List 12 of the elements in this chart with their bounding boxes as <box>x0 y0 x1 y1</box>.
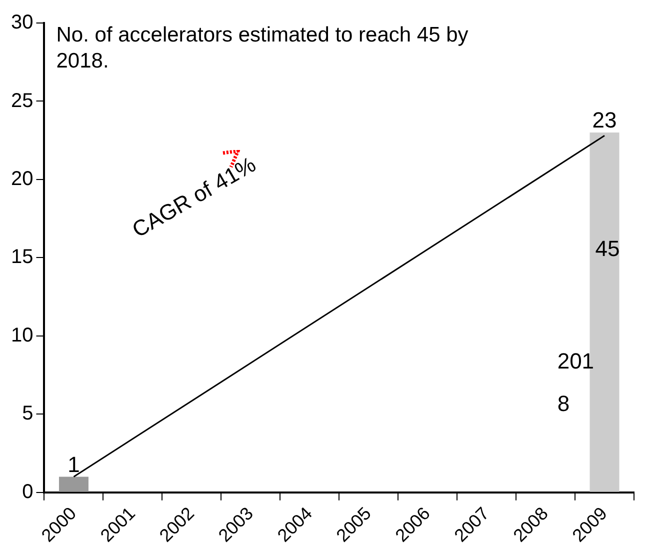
y-tick-label: 20 <box>10 168 34 190</box>
annotation: 2018 <box>557 348 594 416</box>
text: No. of accelerators estimated to reach 45 by 2018. <box>56 23 469 72</box>
y-tick-label: 30 <box>10 12 34 34</box>
y-tick-label: 5 <box>22 402 34 425</box>
data-label: 1 <box>68 452 80 477</box>
data-label: 23 <box>592 108 617 133</box>
y-tick-label: 25 <box>10 90 34 112</box>
y-tick-label: 10 <box>10 324 34 346</box>
y-tick-label: 15 <box>10 246 34 268</box>
annotation: 45 <box>595 236 620 261</box>
y-tick-label: 0 <box>22 480 34 503</box>
